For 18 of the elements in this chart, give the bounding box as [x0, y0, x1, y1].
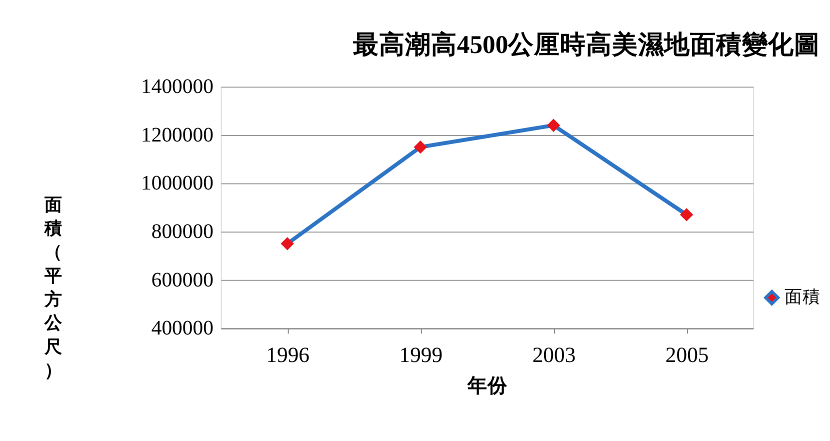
y-axis-title: 面積（平方公尺） — [44, 194, 64, 380]
y-tick-label: 1400000 — [141, 76, 214, 98]
point — [414, 140, 428, 154]
x-tick-label: 2005 — [665, 343, 709, 368]
x-tick-label: 1999 — [399, 343, 443, 368]
y-tick-label: 1200000 — [141, 124, 214, 146]
y-tick-label: 800000 — [151, 221, 214, 244]
x-tick-label: 1996 — [266, 343, 310, 368]
chart-title: 最高潮高4500公厘時高美濕地面積變化圖 — [352, 30, 820, 60]
y-tick-label: 1000000 — [141, 172, 214, 195]
x-axis-title: 年份 — [466, 374, 508, 397]
point — [280, 237, 294, 250]
point — [680, 208, 694, 222]
y-tick-label: 600000 — [151, 269, 214, 292]
y-tick-label: 400000 — [151, 318, 214, 340]
x-tick-label: 2003 — [532, 343, 576, 368]
legend-label: 面積 — [784, 286, 821, 307]
point — [546, 118, 560, 132]
